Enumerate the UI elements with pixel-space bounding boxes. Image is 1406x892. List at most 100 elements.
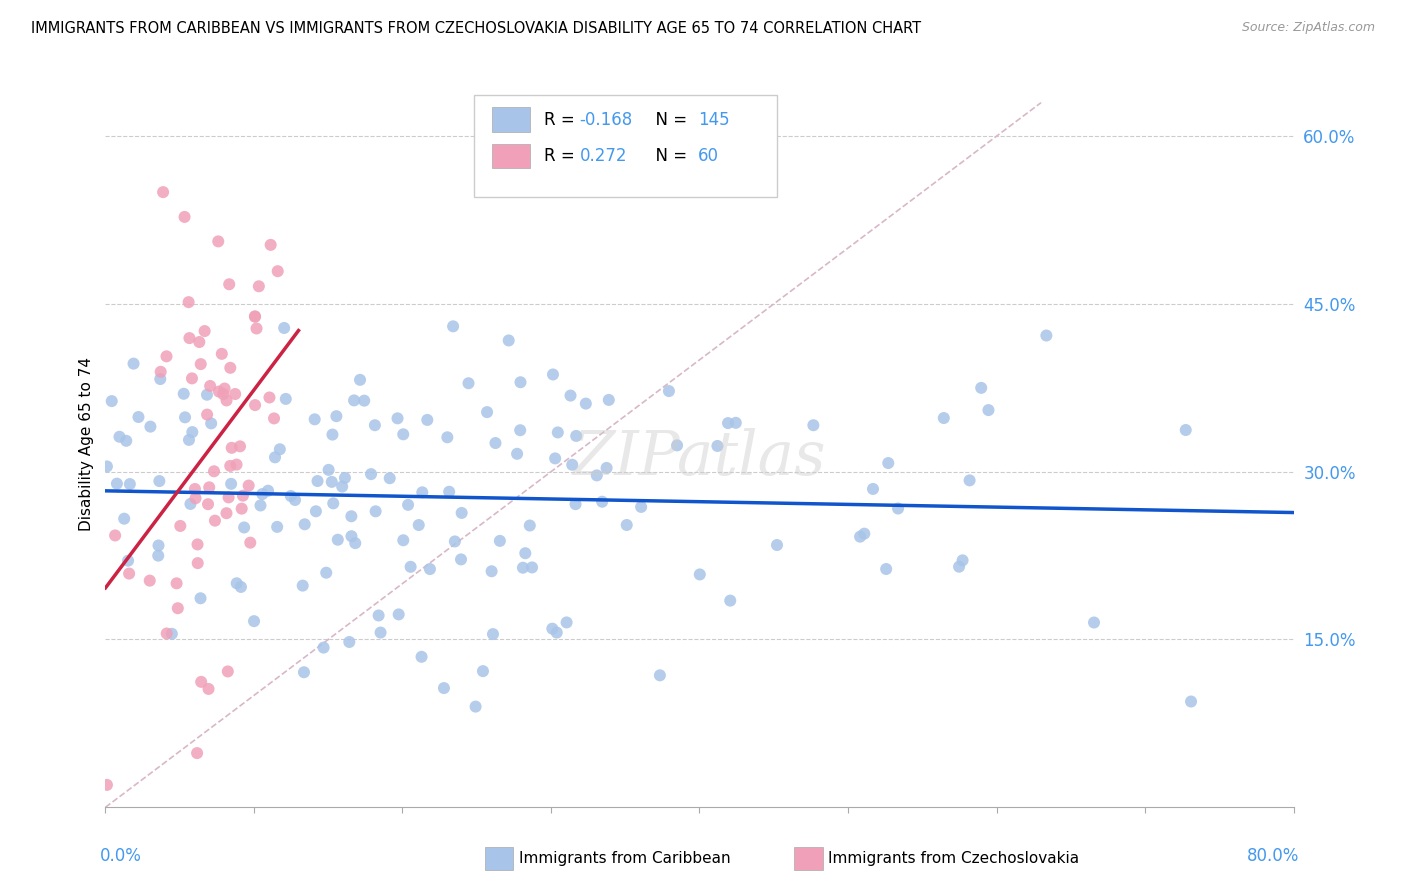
Point xyxy=(547,425,569,440)
Point xyxy=(565,429,588,443)
Point xyxy=(419,562,441,576)
Point xyxy=(211,347,233,361)
Point xyxy=(186,746,208,760)
Point xyxy=(202,464,225,478)
Point xyxy=(233,520,256,534)
Point xyxy=(219,458,242,473)
Point xyxy=(173,386,195,401)
Point xyxy=(181,425,204,439)
Point xyxy=(264,450,287,465)
Point xyxy=(257,483,280,498)
Point xyxy=(190,357,212,371)
Point xyxy=(411,649,433,664)
Point xyxy=(555,615,578,630)
Point xyxy=(284,493,307,508)
Text: 145: 145 xyxy=(699,111,730,128)
Point xyxy=(215,506,238,520)
Point xyxy=(353,393,375,408)
Point xyxy=(367,608,389,623)
Point xyxy=(179,331,201,345)
Point xyxy=(267,264,290,278)
Text: N =: N = xyxy=(645,111,692,128)
Point xyxy=(243,310,266,324)
Point xyxy=(364,504,387,518)
Point xyxy=(875,562,897,576)
Text: R =: R = xyxy=(544,147,579,165)
Point xyxy=(160,627,183,641)
Point xyxy=(225,458,247,472)
Point xyxy=(225,576,247,591)
Point xyxy=(197,681,219,696)
Point xyxy=(156,626,179,640)
Point xyxy=(340,529,363,543)
Point xyxy=(475,405,498,419)
Point xyxy=(122,357,145,371)
Point xyxy=(484,436,506,450)
Point xyxy=(803,418,825,433)
Point xyxy=(378,471,401,485)
Point xyxy=(229,439,252,453)
Point xyxy=(166,576,188,591)
Point xyxy=(312,640,335,655)
Point xyxy=(561,458,583,472)
Point xyxy=(1174,423,1197,437)
Point xyxy=(506,447,529,461)
Point xyxy=(118,477,141,491)
Point xyxy=(292,665,315,680)
Point xyxy=(411,485,433,500)
Point xyxy=(457,376,479,391)
Point xyxy=(174,410,197,425)
Text: 80.0%: 80.0% xyxy=(1247,847,1299,865)
FancyBboxPatch shape xyxy=(492,107,530,132)
Point xyxy=(217,665,239,679)
Point xyxy=(575,396,598,410)
Point xyxy=(127,410,149,425)
Point xyxy=(155,349,177,363)
Text: Immigrants from Czechoslovakia: Immigrants from Czechoslovakia xyxy=(828,851,1080,865)
Point xyxy=(108,430,131,444)
Point xyxy=(148,474,170,488)
Point xyxy=(392,427,415,442)
Point xyxy=(862,482,884,496)
Point xyxy=(717,416,740,430)
Point xyxy=(970,381,993,395)
Point xyxy=(166,601,188,615)
Point xyxy=(197,497,219,511)
Text: -0.168: -0.168 xyxy=(579,111,633,128)
Point xyxy=(541,368,564,382)
Point xyxy=(198,379,221,393)
Point xyxy=(184,491,207,506)
Point xyxy=(509,376,531,390)
Point xyxy=(139,419,162,434)
Text: N =: N = xyxy=(645,147,692,165)
Point xyxy=(96,459,118,474)
Point xyxy=(221,441,243,455)
Point xyxy=(190,591,212,606)
Point xyxy=(388,607,411,622)
Point xyxy=(519,518,541,533)
Point xyxy=(877,456,900,470)
Text: R =: R = xyxy=(544,111,579,128)
Point xyxy=(252,487,274,501)
Point xyxy=(195,408,218,422)
Point xyxy=(195,388,218,402)
Point xyxy=(219,360,242,375)
Point xyxy=(450,552,472,566)
Point xyxy=(219,476,242,491)
Point xyxy=(243,310,266,324)
Point xyxy=(212,387,235,401)
Point xyxy=(117,554,139,568)
Point xyxy=(948,559,970,574)
Text: Immigrants from Caribbean: Immigrants from Caribbean xyxy=(519,851,731,865)
Point xyxy=(1180,694,1202,708)
Point xyxy=(177,433,200,447)
Point xyxy=(208,384,231,399)
Point xyxy=(340,509,363,524)
Text: IMMIGRANTS FROM CARIBBEAN VS IMMIGRANTS FROM CZECHOSLOVAKIA DISABILITY AGE 65 TO: IMMIGRANTS FROM CARIBBEAN VS IMMIGRANTS … xyxy=(31,21,921,36)
Point xyxy=(630,500,652,514)
Point xyxy=(243,398,266,412)
Point xyxy=(333,471,356,485)
Point xyxy=(585,468,607,483)
Point xyxy=(184,482,207,496)
Point xyxy=(360,467,382,482)
